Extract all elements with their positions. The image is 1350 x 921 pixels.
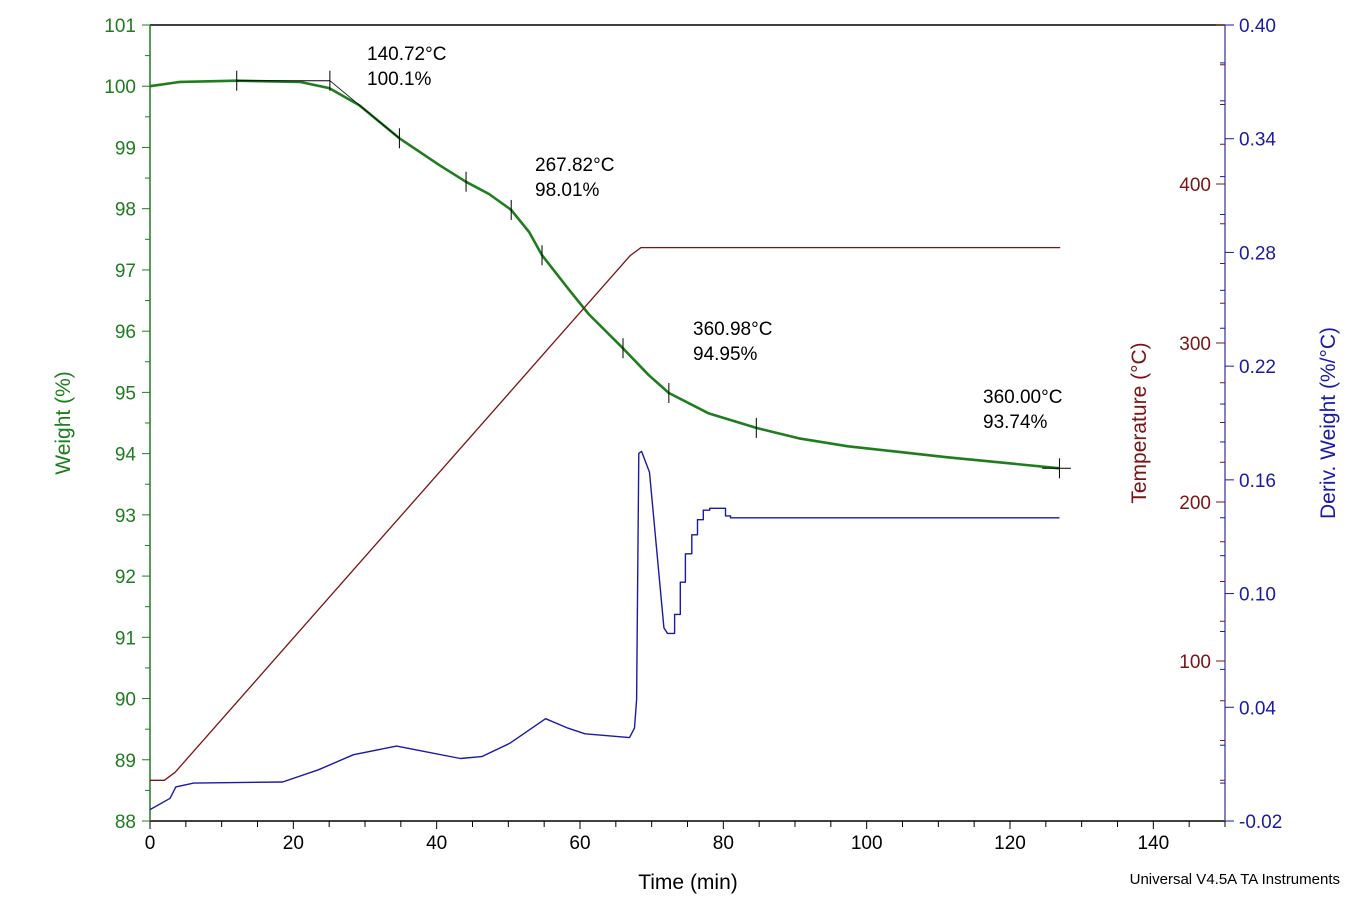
y-deriv-tick-label: 0.34	[1239, 130, 1276, 151]
annotation-2-temp: 267.82°C	[535, 155, 614, 176]
y-left-tick-label: 96	[115, 322, 136, 343]
annotation-4-temp: 360.00°C	[983, 387, 1062, 408]
y-deriv-tick-label: 0.04	[1239, 698, 1276, 719]
y-deriv-tick-label: -0.02	[1239, 812, 1282, 833]
temperature-curve	[150, 246, 1061, 781]
annotation-3-temp: 360.98°C	[693, 319, 772, 340]
x-tick-label: 20	[283, 833, 304, 854]
footer-software-label: Universal V4.5A TA Instruments	[1130, 871, 1340, 888]
y-deriv-tick-label: 0.22	[1239, 357, 1276, 378]
x-tick-label: 0	[145, 833, 156, 854]
y-deriv-tick-label: 0.10	[1239, 585, 1276, 606]
annotation-3-weight: 94.95%	[693, 344, 758, 365]
x-tick-label: 120	[994, 833, 1026, 854]
x-tick-label: 100	[851, 833, 883, 854]
y-left-tick-label: 95	[115, 383, 136, 404]
y-temp-tick-label: 400	[1179, 175, 1211, 196]
y-deriv-tick-label: 0.40	[1239, 16, 1276, 37]
y-left-tick-label: 93	[115, 506, 136, 527]
onset-tangent	[329, 80, 400, 139]
y-left-tick-label: 88	[115, 812, 136, 833]
y-temp-tick-label: 100	[1179, 652, 1211, 673]
annotation-1-weight: 100.1%	[367, 69, 432, 90]
y-temp-tick-label: 200	[1179, 493, 1211, 514]
y-left-tick-label: 90	[115, 690, 136, 711]
x-tick-label: 80	[713, 833, 734, 854]
x-tick-label: 60	[569, 833, 590, 854]
y-deriv-tick-label: 0.28	[1239, 243, 1276, 264]
curves	[149, 79, 1061, 811]
y-left-tick-label: 100	[104, 77, 136, 98]
weight-curve	[149, 79, 1060, 470]
deriv-weight-curve	[149, 450, 1060, 811]
annotation-4-weight: 93.74%	[983, 412, 1048, 433]
y-deriv-tick-label: 0.16	[1239, 471, 1276, 492]
y-temp-axis-title: Temperature (°C)	[1128, 342, 1151, 503]
y-left-tick-label: 92	[115, 567, 136, 588]
y-deriv-axis-title: Deriv. Weight (%/°C)	[1317, 327, 1340, 519]
y-left-tick-label: 91	[115, 628, 136, 649]
y-temp-tick-label: 300	[1179, 334, 1211, 355]
x-tick-label: 40	[426, 833, 447, 854]
y-left-tick-label: 101	[104, 16, 136, 37]
annotation-2-weight: 98.01%	[535, 180, 600, 201]
y-left-axis-title: Weight (%)	[52, 371, 75, 474]
x-axis-title: Time (min)	[638, 871, 738, 894]
y-left-tick-label: 98	[115, 200, 136, 221]
analysis-marks	[236, 70, 1071, 479]
axes: 0 20 40 60 80 100 120 140 88 89 90 91 92 93 94 95 96 97 98…	[104, 16, 1282, 854]
y-left-tick-label: 89	[115, 751, 136, 772]
y-left-tick-label: 97	[115, 261, 136, 282]
y-left-tick-label: 99	[115, 138, 136, 159]
y-left-tick-label: 94	[115, 445, 137, 466]
annotation-1-temp: 140.72°C	[367, 44, 446, 65]
x-tick-label: 140	[1137, 833, 1169, 854]
